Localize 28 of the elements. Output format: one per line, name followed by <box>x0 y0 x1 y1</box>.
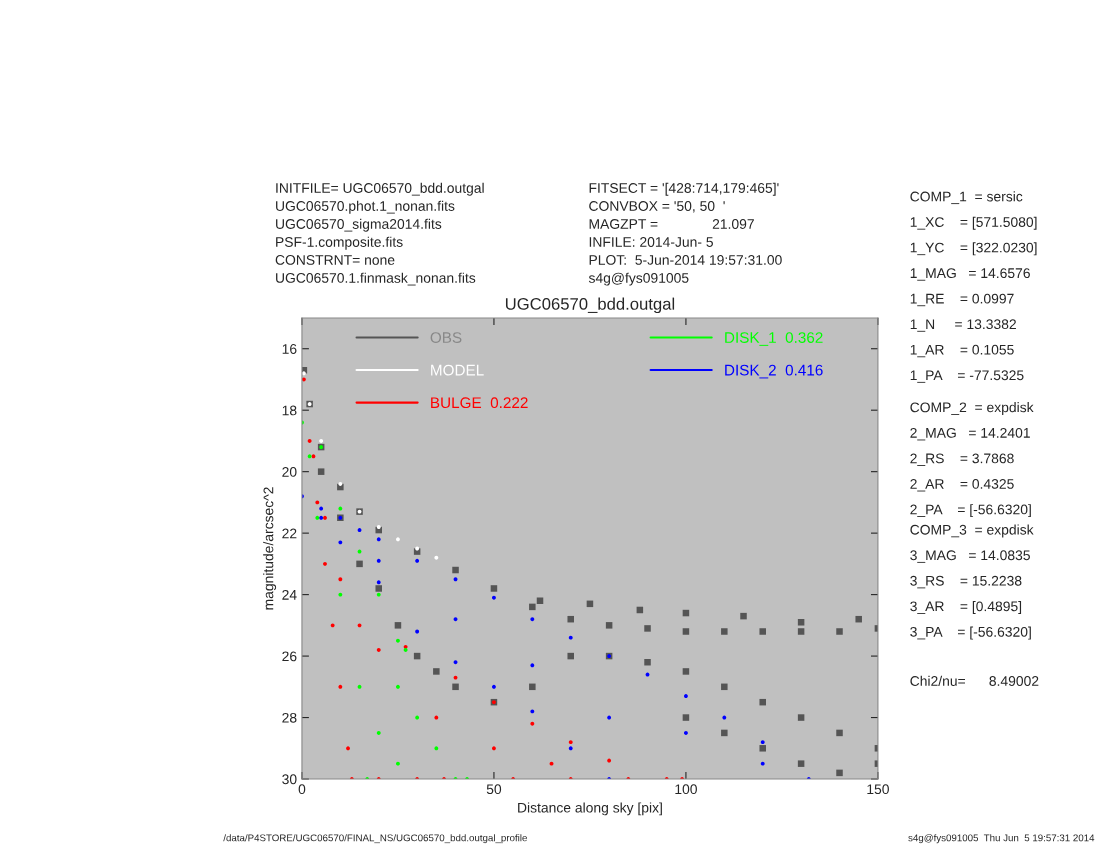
y-tick-label: 26 <box>282 651 297 662</box>
chart-title: UGC06570_bdd.outgal <box>505 297 675 314</box>
x-tick-label: 0 <box>298 784 306 795</box>
y-axis-title: magnitude/arcsec^2 <box>263 487 277 610</box>
text: /data/P4STORE/UGC06570/FINAL_NS/UGC06570_bdd.outgal_profile <box>223 834 527 844</box>
legend-label: BULGE 0.222 <box>431 397 528 409</box>
text: COMP_3 = expdisk 3_MAG = 14.0835 3_RS = 15.2238 3_AR = [0.4895] 3_PA = [-56.6320] <box>910 524 1034 640</box>
x-tick-label: 150 <box>867 784 889 795</box>
y-tick-label: 16 <box>282 344 297 354</box>
x-axis-title: Distance along sky [pix] <box>518 802 662 816</box>
legend-label: DISK_1 0.362 <box>725 332 823 346</box>
legend-label: OBS <box>430 332 462 343</box>
x-tick-label: 50 <box>486 784 502 795</box>
text: INITFILE= UGC06570_bdd.outgal UGC06570.phot.1_nonan.fits UGC06570_sigma2014.fits PSF-1.composite.fits CONSTRNT= none UGC06570.1.finmask_nonan.fits <box>275 182 484 286</box>
text: COMP_2 = expdisk 2_MAG = 14.2401 2_RS = 3.7868 2_AR = 0.4325 2_PA = [-56.6320] <box>910 402 1034 518</box>
y-tick-label: 18 <box>282 405 297 416</box>
text: COMP_1 = sersic 1_XC = [571.5080] 1_YC = [322.0230] 1_MAG = 14.6576 1_RE = 0.0997 1_N = 13.3382 1_AR = 0.1055 1_PA = -77.5325 <box>910 191 1037 383</box>
y-tick-label: 22 <box>282 528 297 539</box>
legend-label: DISK_2 0.416 <box>725 364 823 379</box>
y-tick-label: 20 <box>282 467 297 477</box>
text: s4g@fys091005 Thu Jun 5 19:57:31 2014 <box>908 834 1095 844</box>
x-tick-label: 100 <box>675 784 697 795</box>
y-tick-label: 24 <box>282 589 297 600</box>
y-tick-label: 30 <box>282 774 297 785</box>
text: Chi2/nu= 8.49002 <box>910 675 1039 686</box>
y-tick-label: 28 <box>282 712 297 723</box>
text: FITSECT = '[428:714,179:465]' CONVBOX = '50, 50 ' MAGZPT = 21.097 INFILE: 2014-Jun- 5 PLOT: 5-Jun-2014 19:57:31.00 s4g@fys091005 <box>588 182 782 286</box>
legend-label: MODEL <box>431 364 484 376</box>
